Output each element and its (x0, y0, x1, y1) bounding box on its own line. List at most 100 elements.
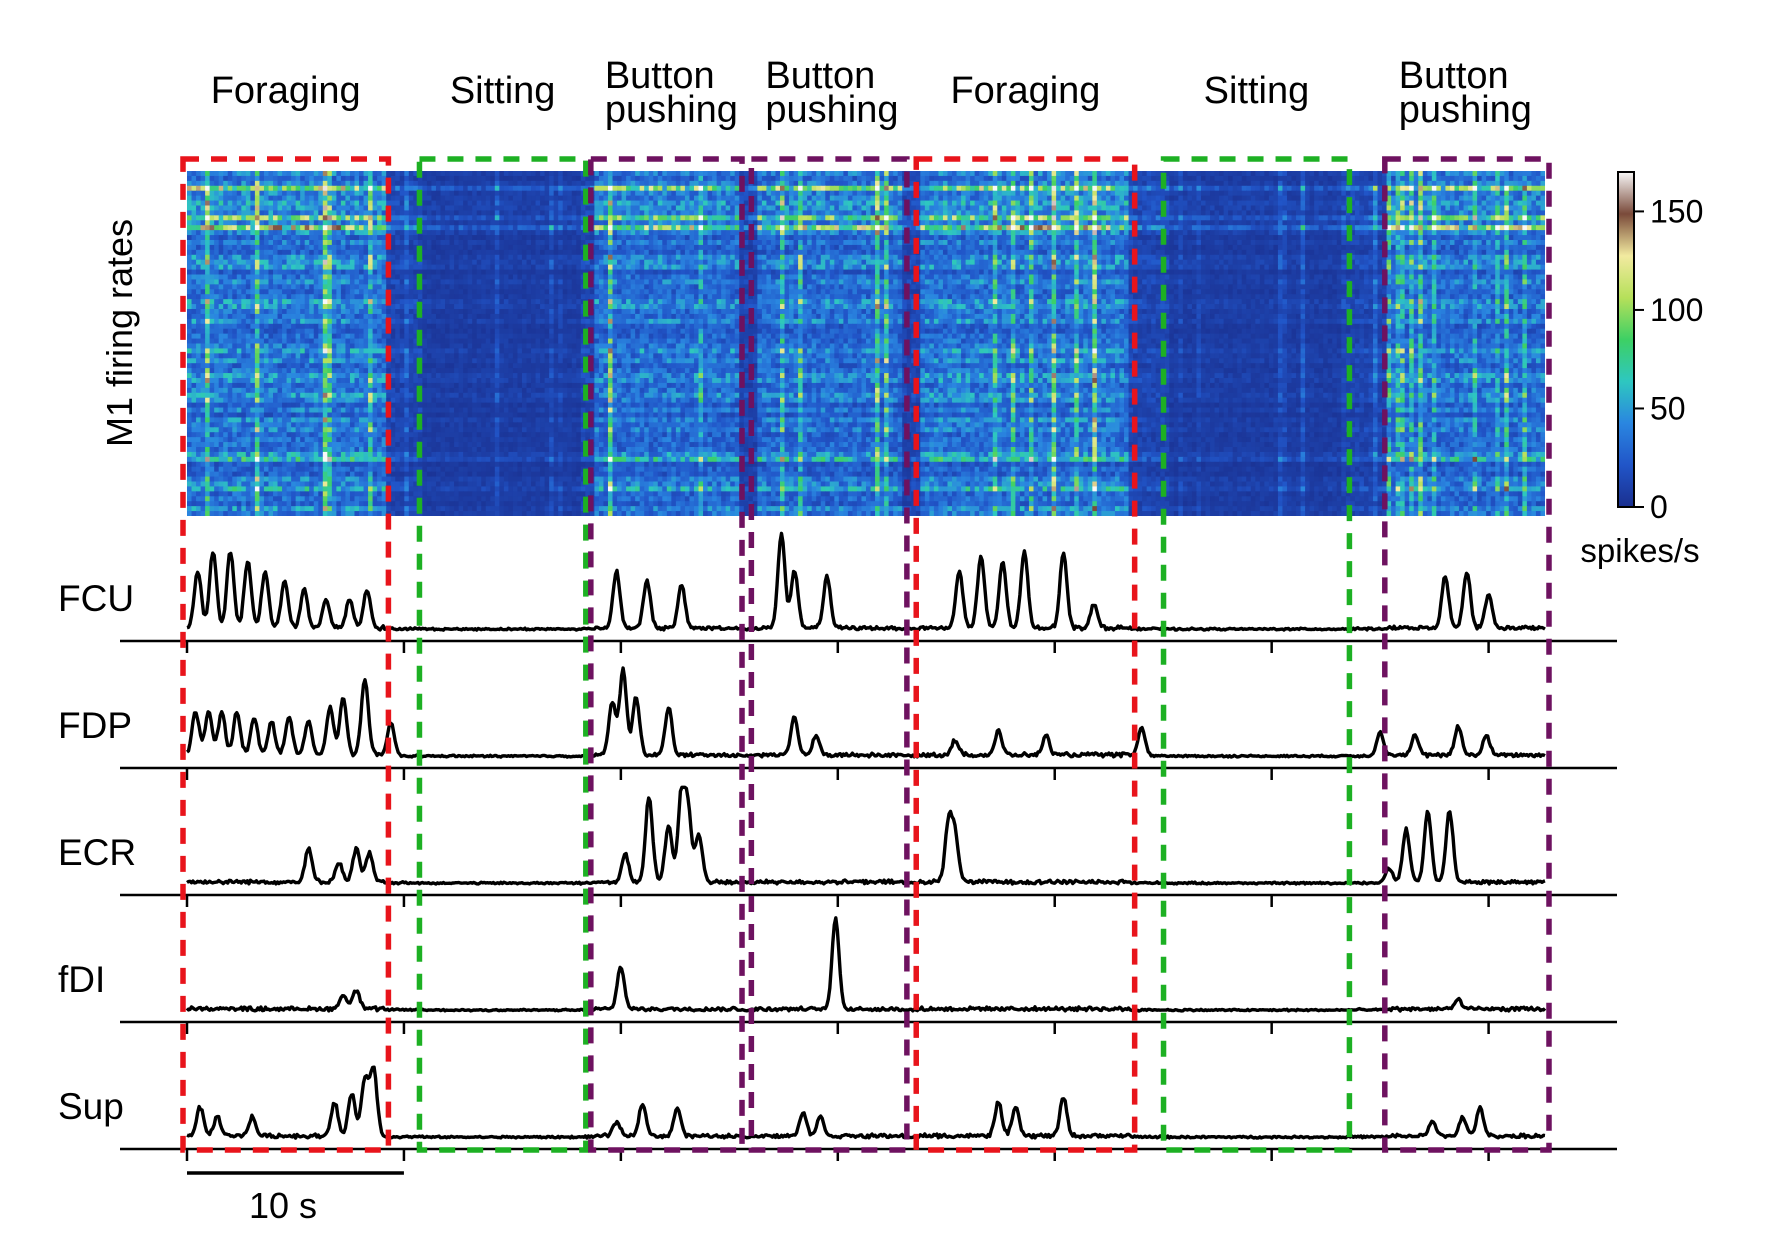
heatmap-cell (196, 240, 201, 246)
heatmap-cell (970, 250, 975, 256)
heatmap-cell (1278, 206, 1283, 212)
heatmap-cell (825, 206, 830, 212)
heatmap-cell (1002, 250, 1007, 256)
heatmap-cell (1337, 235, 1342, 241)
heatmap-cell (364, 206, 369, 212)
heatmap-cell (1414, 186, 1419, 192)
heatmap-cell (1454, 171, 1459, 177)
heatmap-cell (1110, 191, 1115, 197)
heatmap-cell (947, 171, 952, 177)
heatmap-cell (970, 171, 975, 177)
heatmap-cell (1183, 225, 1188, 231)
heatmap-cell (1269, 171, 1274, 177)
heatmap-cell (1391, 220, 1396, 226)
heatmap-cell (450, 201, 455, 207)
heatmap-cell (332, 240, 337, 246)
heatmap-cell (1527, 220, 1532, 226)
heatmap-cell (1006, 191, 1011, 197)
heatmap-cell (531, 245, 536, 251)
heatmap-cell (1378, 191, 1383, 197)
heatmap-cell (1192, 206, 1197, 212)
heatmap-cell (508, 176, 513, 182)
heatmap-cell (1147, 176, 1152, 182)
heatmap-cell (250, 181, 255, 187)
heatmap-cell (395, 240, 400, 246)
heatmap-cell (1246, 220, 1251, 226)
heatmap-cell (1418, 245, 1423, 251)
heatmap-cell (1079, 206, 1084, 212)
heatmap-cell (1459, 230, 1464, 236)
heatmap-cell (513, 206, 518, 212)
heatmap-cell (1169, 186, 1174, 192)
heatmap-cell (603, 181, 608, 187)
heatmap-cell (431, 181, 436, 187)
heatmap-cell (1409, 206, 1414, 212)
heatmap-cell (803, 215, 808, 221)
heatmap-cell (979, 215, 984, 221)
heatmap-cell (531, 176, 536, 182)
heatmap-cell (997, 240, 1002, 246)
heatmap-cell (848, 230, 853, 236)
heatmap-cell (717, 171, 722, 177)
heatmap-cell (237, 220, 242, 226)
heatmap-cell (1468, 225, 1473, 231)
heatmap-cell (1278, 210, 1283, 216)
heatmap-cell (450, 181, 455, 187)
heatmap-cell (1504, 210, 1509, 216)
heatmap-cell (703, 201, 708, 207)
heatmap-cell (1355, 171, 1360, 177)
heatmap-cell (413, 206, 418, 212)
heatmap-cell (1310, 201, 1315, 207)
heatmap-cell (1391, 171, 1396, 177)
heatmap-cell (296, 181, 301, 187)
heatmap-cell (653, 201, 658, 207)
heatmap-cell (268, 250, 273, 256)
heatmap-cell (807, 250, 812, 256)
heatmap-cell (1464, 235, 1469, 241)
heatmap-cell (567, 240, 572, 246)
heatmap-cell (463, 186, 468, 192)
heatmap-cell (834, 235, 839, 241)
heatmap-cell (250, 230, 255, 236)
heatmap-cell (839, 171, 844, 177)
heatmap-cell (400, 220, 405, 226)
heatmap-cell (232, 215, 237, 221)
heatmap-cell (685, 225, 690, 231)
heatmap-cell (1110, 171, 1115, 177)
heatmap-cell (920, 230, 925, 236)
heatmap-cell (1405, 206, 1410, 212)
heatmap-cell (377, 196, 382, 202)
heatmap-cell (789, 235, 794, 241)
heatmap-cell (404, 235, 409, 241)
heatmap-cell (1292, 171, 1297, 177)
heatmap-cell (278, 235, 283, 241)
heatmap-cell (803, 230, 808, 236)
heatmap-cell (1491, 225, 1496, 231)
heatmap-cell (594, 210, 599, 216)
heatmap-cell (979, 206, 984, 212)
heatmap-cell (1264, 206, 1269, 212)
heatmap-cell (857, 191, 862, 197)
heatmap-cell (1423, 206, 1428, 212)
heatmap-cell (1015, 250, 1020, 256)
heatmap-cell (599, 220, 604, 226)
heatmap-cell (1346, 191, 1351, 197)
heatmap-cell (404, 220, 409, 226)
heatmap-cell (1287, 206, 1292, 212)
heatmap-cell (422, 201, 427, 207)
heatmap-cell (1445, 201, 1450, 207)
heatmap-cell (1174, 230, 1179, 236)
heatmap-cell (1178, 196, 1183, 202)
heatmap-cell (1246, 181, 1251, 187)
heatmap-cell (893, 235, 898, 241)
heatmap-cell (1142, 245, 1147, 251)
heatmap-cell (929, 206, 934, 212)
heatmap-cell (255, 196, 260, 202)
heatmap-cell (359, 186, 364, 192)
heatmap-cell (947, 230, 952, 236)
heatmap-cell (314, 196, 319, 202)
heatmap-cell (481, 186, 486, 192)
heatmap-cell (1124, 220, 1129, 226)
heatmap-cell (1310, 230, 1315, 236)
heatmap-cell (1378, 206, 1383, 212)
